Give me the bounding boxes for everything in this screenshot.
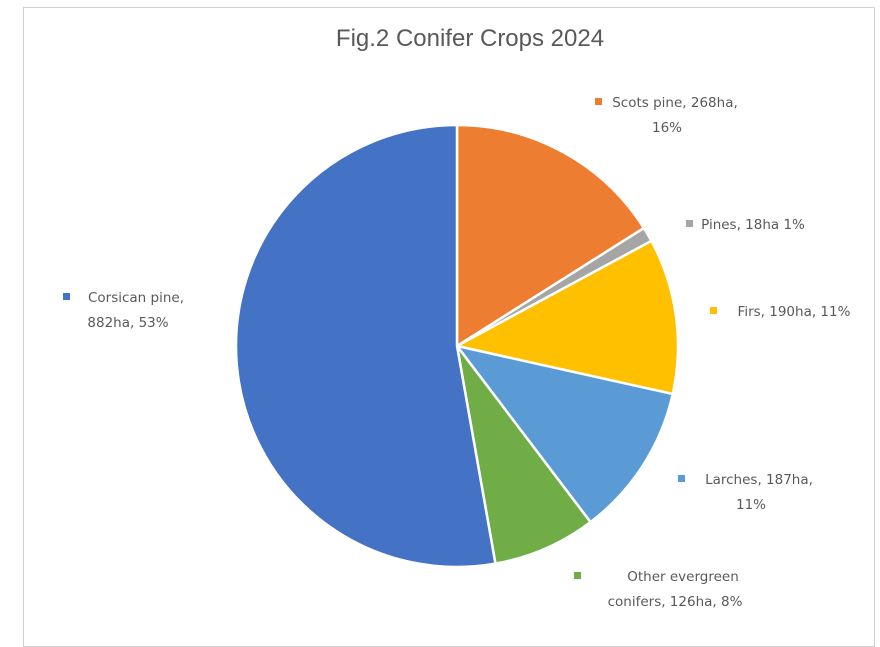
data-label-text: 882ha, 53%: [87, 315, 168, 331]
data-label-text: 11%: [736, 497, 766, 513]
chart-frame: Fig.2 Conifer Crops 2024 Scots pine, 268…: [23, 7, 875, 647]
data-label-text: conifers, 126ha, 8%: [608, 594, 743, 610]
legend-key-marker: [710, 307, 717, 314]
data-label-text: Corsican pine,: [88, 290, 184, 306]
pie-slice-scots-pine: [455, 123, 646, 348]
legend-key-marker: [595, 98, 602, 105]
pie-chart: Fig.2 Conifer Crops 2024 Scots pine, 268…: [63, 25, 851, 610]
legend-key-marker: [678, 475, 685, 482]
pie-slice-other-evergreen-conifers: [455, 344, 592, 565]
data-label-text: 16%: [652, 120, 682, 136]
data-labels: Scots pine, 268ha, 16% Pines, 18ha 1% Firs,…: [63, 95, 851, 610]
pie-slice-larches: [455, 344, 674, 524]
pie-slice-firs: [455, 239, 680, 396]
data-label-text: Firs, 190ha, 11%: [738, 304, 851, 320]
data-label-text: Pines, 18ha 1%: [701, 217, 805, 233]
pie-slice-corsican-pine: [234, 123, 497, 569]
data-label-scots-pine: Scots pine, 268ha, 16%: [595, 95, 738, 136]
legend-key-marker: [63, 293, 70, 300]
data-label-corsican-pine: Corsican pine, 882ha, 53%: [63, 290, 184, 331]
data-label-larches: Larches, 187ha, 11%: [678, 472, 813, 513]
data-label-text: Other evergreen: [627, 569, 739, 585]
data-label-other-evergreen-conifers: Other evergreen conifers, 126ha, 8%: [574, 569, 743, 610]
data-label-pines: Pines, 18ha 1%: [686, 217, 805, 233]
pie-slices: [234, 123, 680, 569]
data-label-text: Larches, 187ha,: [705, 472, 813, 488]
chart-title: Fig.2 Conifer Crops 2024: [336, 25, 604, 52]
data-label-text: Scots pine, 268ha,: [612, 95, 738, 111]
legend-key-marker: [574, 572, 581, 579]
data-label-firs: Firs, 190ha, 11%: [710, 304, 851, 320]
legend-key-marker: [686, 220, 693, 227]
